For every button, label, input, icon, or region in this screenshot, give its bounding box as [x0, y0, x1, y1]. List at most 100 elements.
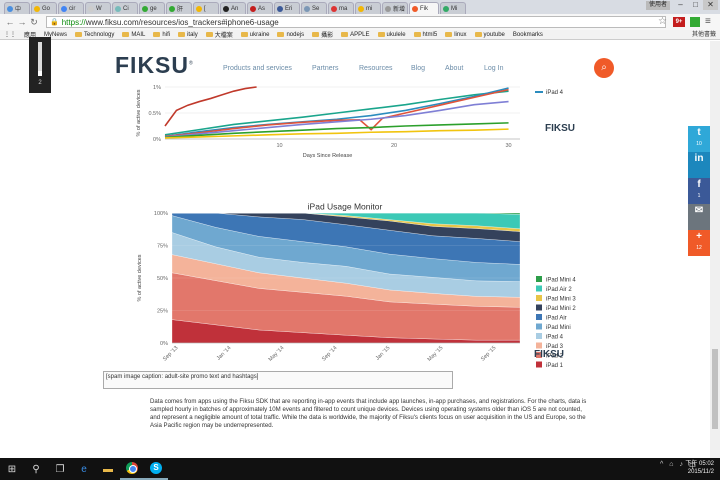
- search-icon[interactable]: ⌕: [594, 58, 614, 78]
- browser-tab[interactable]: As: [247, 2, 273, 14]
- legend-swatch: [536, 314, 542, 320]
- edge-icon[interactable]: e: [81, 463, 87, 475]
- tray-icon[interactable]: ⌂: [669, 461, 674, 468]
- back-arrow-icon[interactable]: ←: [5, 17, 15, 27]
- browser-tab[interactable]: Se: [301, 2, 327, 14]
- nav-login[interactable]: Log In: [484, 65, 504, 72]
- line-series: [164, 128, 509, 139]
- task-view-icon[interactable]: ❐: [55, 463, 65, 475]
- browser-tab[interactable]: [: [193, 2, 219, 14]
- search-icon[interactable]: ⚲: [32, 463, 40, 475]
- tab-favicon-icon: [443, 5, 449, 12]
- share-button[interactable]: ✉: [688, 204, 710, 230]
- bookmark-item[interactable]: MyNews: [44, 32, 67, 38]
- extension-badge[interactable]: 9+: [673, 17, 685, 27]
- tab-favicon-icon: [169, 5, 175, 12]
- browser-tab[interactable]: cir: [58, 2, 84, 14]
- bookmark-item[interactable]: linux: [445, 32, 467, 38]
- clock[interactable]: 下午 05:02 2015/11/2: [685, 460, 714, 476]
- browser-tab[interactable]: ge: [139, 2, 165, 14]
- bookmark-item[interactable]: youtube: [474, 32, 505, 38]
- browser-tab[interactable]: Fik: [409, 2, 439, 14]
- bookmark-item[interactable]: html5: [413, 32, 437, 38]
- bookmark-item[interactable]: ukraine: [240, 32, 269, 38]
- maximize-icon[interactable]: □: [693, 0, 698, 9]
- apps-icon[interactable]: ⋮⋮: [4, 32, 16, 38]
- nav-blog[interactable]: Blog: [411, 65, 426, 72]
- extension-icon[interactable]: [690, 17, 700, 27]
- bookmark-label: ukulele: [386, 31, 406, 38]
- browser-tab[interactable]: An: [220, 2, 246, 14]
- x-tick-label: Sep '15: [480, 345, 497, 362]
- browser-tab[interactable]: 中: [4, 2, 30, 14]
- browser-tab[interactable]: Eri: [274, 2, 300, 14]
- bookmark-item[interactable]: ukulele: [377, 31, 406, 38]
- folder-icon: [445, 32, 453, 37]
- nav-products[interactable]: Products and services: [223, 65, 292, 72]
- share-button[interactable]: +12: [688, 230, 710, 256]
- bookmark-label: italy: [187, 31, 198, 38]
- fiksu-logo[interactable]: FIKSU®: [115, 52, 194, 79]
- reload-icon[interactable]: ↻: [30, 16, 38, 27]
- bookmark-item[interactable]: italy: [178, 32, 198, 38]
- chrome-icon[interactable]: [120, 458, 144, 480]
- bookmark-item[interactable]: APPLE: [341, 32, 370, 38]
- widget-level: [38, 70, 42, 76]
- url-text: www.fiksu.com/resources/ios_trackers#iph…: [85, 17, 279, 27]
- nav-about[interactable]: About: [445, 65, 464, 72]
- forward-arrow-icon[interactable]: →: [17, 17, 27, 27]
- windows-start-icon[interactable]: ⊞: [7, 463, 17, 475]
- tray-icon[interactable]: ♪: [679, 461, 684, 468]
- browser-tab[interactable]: 肝: [166, 2, 192, 14]
- browser-tab[interactable]: mi: [355, 2, 381, 14]
- volume-widget[interactable]: 2: [29, 37, 51, 93]
- logo-mark: ®: [189, 60, 194, 67]
- tab-label: Ci: [123, 5, 129, 12]
- browser-tab[interactable]: Ci: [112, 2, 138, 14]
- browser-tab[interactable]: Go: [31, 2, 57, 14]
- menu-icon[interactable]: ≡: [705, 16, 711, 27]
- skype-icon[interactable]: S: [144, 458, 168, 480]
- browser-tab[interactable]: W: [85, 2, 111, 14]
- tab-favicon-icon: [223, 5, 229, 12]
- page-scrollbar[interactable]: [710, 41, 720, 458]
- bookmark-star-icon[interactable]: ☆: [658, 16, 667, 27]
- share-button[interactable]: in: [688, 152, 710, 178]
- share-button[interactable]: t 10: [688, 126, 710, 152]
- bookmark-item[interactable]: MAIL: [122, 32, 145, 38]
- address-bar[interactable]: 🔒 https:// www.fiksu.com/resources/ios_t…: [46, 16, 666, 28]
- bookmark-item[interactable]: Technology: [75, 32, 114, 38]
- tab-favicon-icon: [385, 5, 391, 12]
- close-icon[interactable]: ✕: [703, 0, 718, 10]
- tab-label: As: [258, 5, 266, 12]
- bookmark-item[interactable]: 應用: [24, 30, 36, 39]
- tray-icon[interactable]: ^: [659, 461, 664, 468]
- bookmark-item[interactable]: 大檔案: [205, 30, 233, 39]
- tray-icon[interactable]: 中: [689, 463, 696, 470]
- bookmark-item[interactable]: hifi: [153, 32, 170, 38]
- taskbar: ⊞ ⚲ ❐ e ▬ S: [0, 458, 720, 480]
- browser-tab[interactable]: 新增: [382, 2, 408, 14]
- tab-label: 肝: [177, 7, 184, 13]
- browser-tab[interactable]: ma: [328, 2, 354, 14]
- scrollbar-thumb[interactable]: [712, 349, 718, 429]
- minimize-icon[interactable]: –: [678, 0, 683, 9]
- file-explorer-icon[interactable]: ▬: [103, 463, 113, 475]
- email-icon: ✉: [694, 205, 704, 216]
- legend-label: iPad Mini 2: [546, 306, 576, 312]
- nav-resources[interactable]: Resources: [359, 65, 393, 72]
- logo-text: FIKSU: [115, 52, 189, 78]
- share-count: 1: [697, 193, 701, 199]
- other-bookmarks[interactable]: 其他書籤: [691, 32, 716, 38]
- tab-label: W: [96, 5, 102, 12]
- bookmark-item[interactable]: 攝影: [312, 30, 333, 39]
- bookmark-item[interactable]: Bookmarks: [513, 32, 543, 38]
- profile-button[interactable]: 使用者: [645, 1, 670, 10]
- nav-partners[interactable]: Partners: [312, 65, 339, 72]
- y-tick-label: 100%: [154, 211, 168, 217]
- bookmark-item[interactable]: nodejs: [277, 32, 304, 38]
- folder-icon: [75, 32, 83, 37]
- browser-tab[interactable]: Mi: [440, 2, 466, 14]
- area-chart: iPad Usage Monitor 0% 25% 50% 75% 100% % of ac…: [137, 203, 576, 369]
